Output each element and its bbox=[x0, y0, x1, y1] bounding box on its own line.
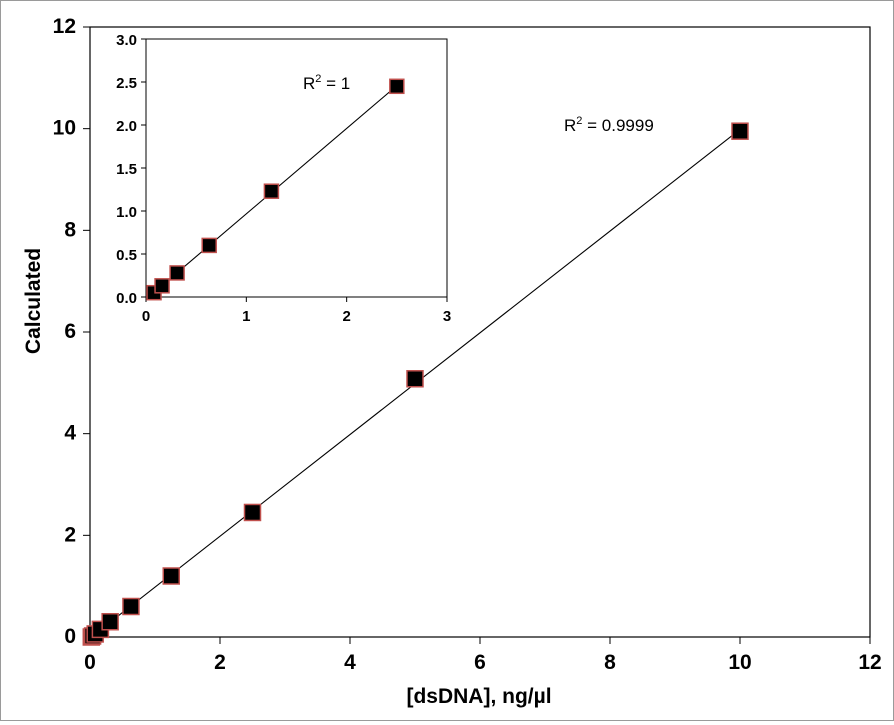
main-data-point bbox=[243, 503, 262, 522]
inset-y-tick-label: 3.0 bbox=[116, 32, 137, 49]
main-r2-label: R2 = 0.9999 bbox=[564, 115, 654, 135]
main-y-tick-label: 2 bbox=[64, 523, 76, 546]
inset-data-point bbox=[389, 78, 405, 95]
inset-x-tick-label: 2 bbox=[342, 308, 350, 325]
inset-data-point bbox=[169, 265, 185, 281]
inset-y-tick-label: 0.5 bbox=[116, 247, 137, 264]
main-y-axis-title: Calculated bbox=[22, 248, 45, 354]
main-y-tick-label: 6 bbox=[64, 320, 76, 343]
inset-ticks: 0 1 2 3 0.0 0.5 1.0 1.5 2.0 2.5 3.0 bbox=[116, 32, 451, 325]
inset-y-tick-label: 1.5 bbox=[116, 161, 137, 178]
inset-data-point bbox=[154, 278, 170, 294]
main-y-tick-label: 0 bbox=[64, 625, 76, 648]
inset-data-point bbox=[201, 237, 217, 254]
main-x-tick-label: 4 bbox=[344, 651, 356, 674]
main-x-tick-label: 10 bbox=[728, 651, 751, 674]
main-r2-exponent: 2 bbox=[576, 115, 582, 127]
inset-y-tick-label: 1.0 bbox=[116, 204, 137, 221]
main-x-tick-label: 0 bbox=[84, 651, 96, 674]
main-x-axis-title: [dsDNA], ng/µl bbox=[406, 685, 551, 708]
main-x-tick-label: 2 bbox=[214, 651, 226, 674]
inset-x-tick-label: 0 bbox=[142, 308, 150, 325]
main-r2-value: = 0.9999 bbox=[582, 116, 653, 135]
inset-x-tick-label: 1 bbox=[242, 308, 250, 325]
main-data-point bbox=[162, 567, 180, 585]
main-y-tick-label: 12 bbox=[53, 15, 76, 38]
main-points bbox=[82, 122, 749, 646]
inset-plot: 0 1 2 30.00.51.01.52.02.53.0 R2 = 1 bbox=[91, 28, 451, 338]
inset-y-tick-label: 2.5 bbox=[116, 75, 137, 92]
inset-r2-prefix: R bbox=[303, 74, 315, 93]
main-r2-prefix: R bbox=[564, 116, 576, 135]
main-y-tick-label: 4 bbox=[64, 422, 76, 445]
inset-x-tick-label: 3 bbox=[443, 308, 451, 325]
main-data-point bbox=[406, 370, 424, 388]
main-x-tick-label: 6 bbox=[474, 651, 486, 674]
main-y-tick-label: 8 bbox=[64, 218, 76, 241]
inset-y-tick-label: 2.0 bbox=[116, 118, 137, 135]
inset-data-point bbox=[263, 183, 280, 199]
inset-points bbox=[146, 78, 405, 301]
main-x-tick-label: 12 bbox=[858, 651, 881, 674]
main-y-tick-label: 10 bbox=[53, 117, 76, 140]
inset-r2-label: R2 = 1 bbox=[303, 73, 350, 93]
inset-r2-value: = 1 bbox=[321, 74, 350, 93]
inset-r2-exponent: 2 bbox=[315, 73, 321, 85]
inset-y-tick-label: 0.0 bbox=[116, 290, 137, 307]
main-data-point bbox=[731, 122, 749, 140]
main-x-tick-label: 8 bbox=[604, 651, 616, 674]
main-data-point bbox=[122, 597, 140, 616]
main-data-point bbox=[101, 613, 119, 631]
inset-plot-area bbox=[145, 38, 448, 298]
